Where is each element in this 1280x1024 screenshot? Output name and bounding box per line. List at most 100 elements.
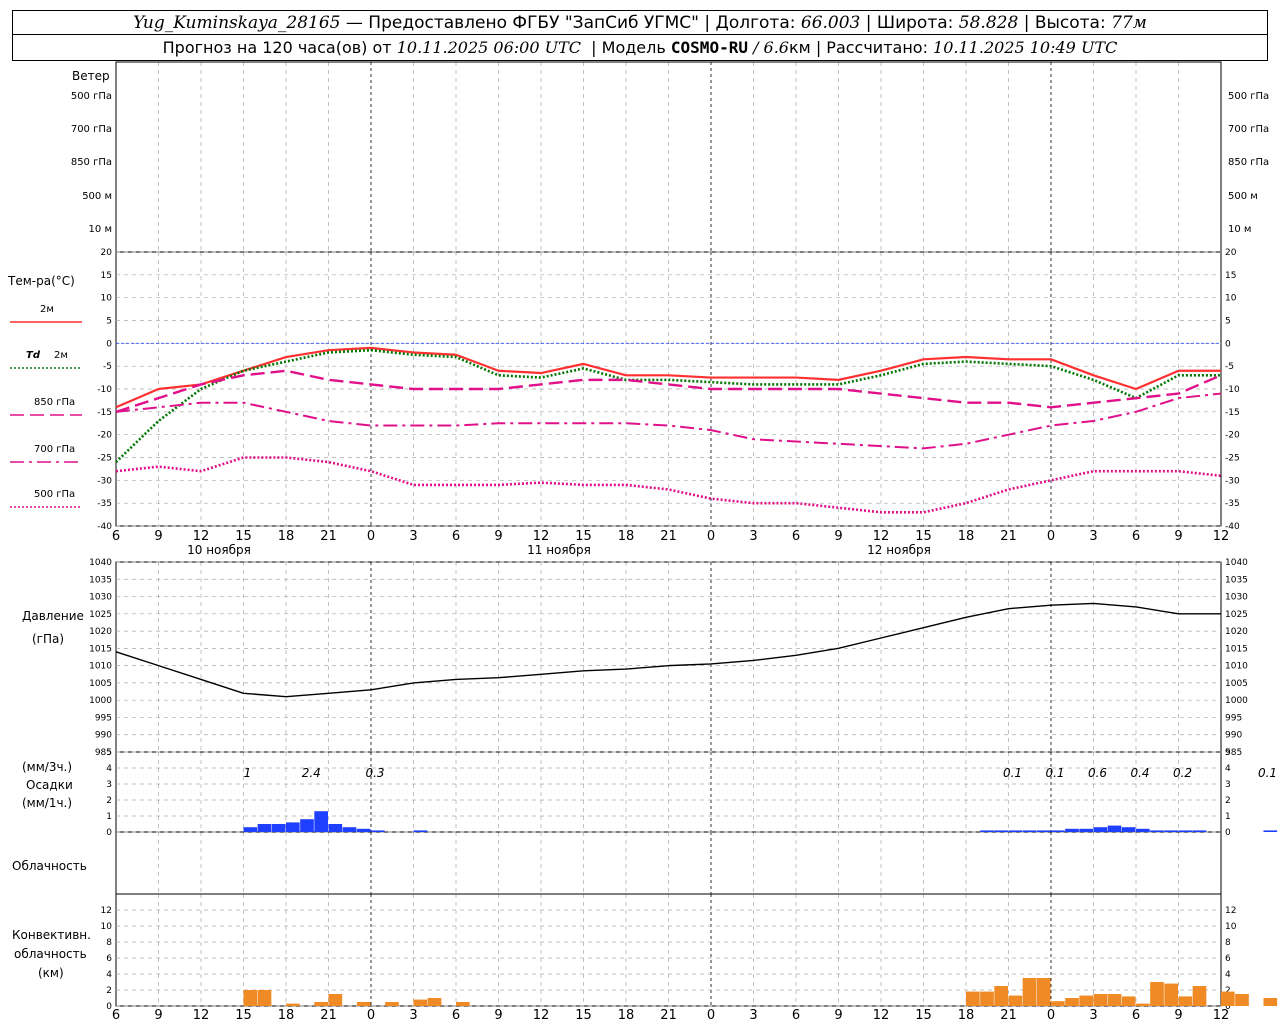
temp-series-line — [115, 346, 1221, 409]
precip-bar — [314, 811, 328, 832]
pressure-ytick-left: 995 — [95, 713, 112, 723]
x-tick-label-top: 0 — [707, 529, 715, 544]
precip-bar — [257, 824, 272, 832]
temp-legend-label: 500 гПа — [34, 489, 75, 500]
x-tick-label-top: 12 — [193, 529, 210, 544]
temp-legend-label: 2м — [54, 350, 68, 361]
precip-total-label: 0.1 — [1258, 766, 1277, 780]
wind-title: Ветер — [72, 69, 110, 83]
x-tick-label-top: 12 — [533, 529, 550, 544]
convective-bar — [413, 999, 428, 1006]
pressure-ytick-left: 1020 — [89, 627, 112, 637]
precip-ytick-left: 0 — [106, 828, 112, 838]
conv-ytick-left: 6 — [106, 954, 112, 964]
pressure-ytick-right: 1020 — [1225, 627, 1248, 637]
precip-bar — [1079, 828, 1093, 832]
x-tick-label-bottom: 9 — [1174, 1008, 1182, 1023]
convective-bar — [427, 998, 442, 1006]
x-tick-label-top: 21 — [1000, 529, 1017, 544]
provider-text: — Предоставлено ФГБУ "ЗапСиб УГМС" | — [345, 12, 711, 33]
x-tick-label-bottom: 21 — [660, 1008, 677, 1023]
precip-ytick-left: 5 — [106, 748, 112, 758]
conv-ytick-right: 4 — [1225, 970, 1231, 980]
temp-ytick-right: -30 — [1225, 476, 1240, 486]
pressure-ytick-left: 1025 — [89, 610, 112, 620]
day-label: 10 ноября — [187, 543, 251, 557]
pressure-ytick-right: 1005 — [1225, 679, 1248, 689]
convective-bar — [1008, 995, 1023, 1006]
precip-total-label: 1 — [244, 766, 252, 780]
temp-series-line — [115, 456, 1222, 514]
x-tick-label-bottom: 12 — [533, 1008, 550, 1023]
convective-bar — [286, 1003, 300, 1006]
convective-bar — [1121, 996, 1136, 1006]
pressure-title: Давление — [22, 609, 84, 623]
x-tick-label-top: 18 — [278, 529, 295, 544]
x-tick-label-top: 12 — [1213, 529, 1230, 544]
pressure-ytick-left: 985 — [95, 748, 112, 758]
x-tick-label-bottom: 6 — [792, 1008, 800, 1023]
temp-legend-label: 2м — [40, 304, 54, 315]
convective-bar — [1022, 978, 1037, 1006]
cloud-title: Облачность — [12, 859, 87, 873]
pressure-ytick-right: 985 — [1225, 748, 1242, 758]
day-label: 12 ноября — [867, 543, 931, 557]
temp-ytick-left: -25 — [97, 454, 112, 464]
conv-ytick-left: 12 — [101, 906, 112, 916]
convective-bar — [1192, 986, 1207, 1006]
conv-ytick-right: 6 — [1225, 954, 1231, 964]
precip-ytick-right: 4 — [1225, 764, 1231, 774]
model-resolution: / 6.6 — [753, 38, 789, 57]
convective-bar — [1164, 983, 1178, 1006]
temp-ytick-left: -30 — [97, 476, 112, 486]
convective-bar — [1051, 1001, 1065, 1006]
calc-time: 10.11.2025 10:49 UTC — [933, 38, 1118, 57]
pressure-ytick-left: 1005 — [89, 679, 112, 689]
x-tick-label-bottom: 18 — [278, 1008, 295, 1023]
temp-ytick-left: -20 — [97, 431, 112, 441]
temp-ytick-right: 5 — [1225, 317, 1231, 327]
precip-total-label: 0.1 — [1045, 766, 1064, 780]
x-tick-label-bottom: 3 — [409, 1008, 417, 1023]
x-tick-label-bottom: 21 — [1000, 1008, 1017, 1023]
convective-bar — [456, 1002, 470, 1006]
altitude-label: | Высота: — [1023, 12, 1106, 33]
convective-bar — [994, 986, 1008, 1006]
convective-bar — [1107, 994, 1122, 1006]
temp-ytick-right: -40 — [1225, 522, 1240, 532]
temp-ytick-right: 0 — [1225, 339, 1231, 349]
convective-bar — [1221, 991, 1235, 1006]
convective-bar — [1235, 994, 1249, 1006]
precip-total-label: 0.3 — [365, 766, 384, 780]
precip-ytick-left: 2 — [106, 796, 112, 806]
conv-ytick-right: 10 — [1225, 922, 1237, 932]
latitude-label: | Широта: — [865, 12, 954, 33]
precip-total-label: 0.4 — [1130, 766, 1149, 780]
precip-ytick-left: 4 — [106, 764, 112, 774]
x-tick-label-top: 6 — [452, 529, 460, 544]
pressure-ytick-right: 995 — [1225, 713, 1242, 723]
temp-ytick-right: 20 — [1225, 248, 1237, 258]
precip-bar — [371, 830, 385, 832]
temp-ytick-right: -10 — [1225, 385, 1240, 395]
x-tick-label-bottom: 12 — [193, 1008, 210, 1023]
precip-bar — [980, 830, 994, 832]
x-tick-label-top: 9 — [1174, 529, 1182, 544]
temp-ytick-right: -25 — [1225, 454, 1240, 464]
x-tick-label-top: 21 — [320, 529, 337, 544]
pressure-ytick-right: 1025 — [1225, 610, 1248, 620]
calc-prefix: | Рассчитано: — [815, 38, 928, 57]
convective-bar — [1036, 978, 1051, 1006]
temp-ytick-right: 15 — [1225, 271, 1236, 281]
temp-series-line — [115, 369, 1222, 413]
convective-bar — [1093, 994, 1108, 1006]
precip-total-label: 0.1 — [1003, 766, 1022, 780]
station-name: Yug_Kuminskaya_28165 — [133, 12, 341, 33]
x-tick-label-bottom: 3 — [749, 1008, 757, 1023]
temp-ytick-left: -10 — [97, 385, 112, 395]
x-tick-label-top: 3 — [749, 529, 757, 544]
conv-ytick-left: 10 — [101, 922, 113, 932]
pressure-ytick-right: 1015 — [1225, 644, 1248, 654]
x-tick-label-bottom: 6 — [112, 1008, 120, 1023]
